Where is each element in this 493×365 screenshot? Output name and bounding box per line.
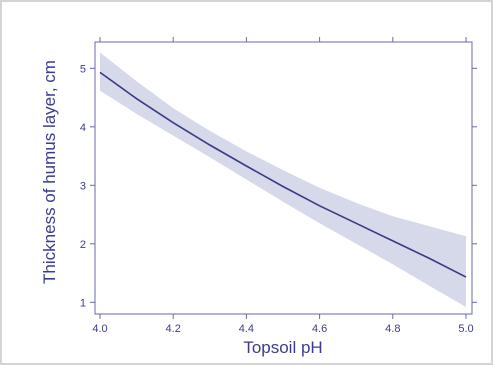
y-tick-label: 2 bbox=[80, 239, 86, 251]
x-tick-label: 4.6 bbox=[312, 323, 327, 335]
y-tick-label: 4 bbox=[80, 122, 86, 134]
x-tick-label: 4.0 bbox=[92, 323, 107, 335]
x-tick-label: 4.4 bbox=[239, 323, 254, 335]
x-tick-label: 4.2 bbox=[166, 323, 181, 335]
y-axis-ticks: 1 2 3 4 5 bbox=[80, 63, 477, 309]
y-tick-label: 3 bbox=[80, 180, 86, 192]
x-axis-ticks: 4.0 4.2 4.4 4.6 4.8 5.0 bbox=[92, 37, 474, 335]
confidence-band bbox=[100, 52, 466, 307]
plot-area-border bbox=[94, 41, 473, 315]
y-tick-label: 5 bbox=[80, 63, 86, 75]
fit-line bbox=[99, 71, 467, 278]
x-axis-label: Topsoil pH bbox=[243, 338, 322, 357]
fit-line-layer bbox=[99, 71, 467, 278]
x-tick-label: 4.8 bbox=[385, 323, 400, 335]
y-axis-label: Thickness of humus layer, cm bbox=[40, 60, 59, 284]
confidence-band-layer bbox=[100, 52, 466, 307]
y-tick-label: 1 bbox=[80, 297, 86, 309]
x-tick-label: 5.0 bbox=[458, 323, 473, 335]
